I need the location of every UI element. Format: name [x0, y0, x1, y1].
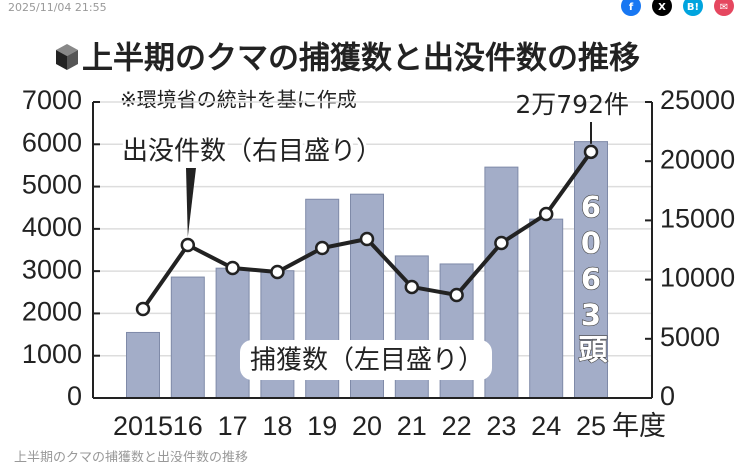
- x-tick-label: 22: [442, 411, 472, 441]
- x-tick-label: 24: [531, 411, 561, 441]
- label-box: [240, 340, 492, 380]
- line-marker: [404, 279, 420, 295]
- y-tick-label: 2000: [22, 297, 82, 327]
- y2-tick-label: 25000: [660, 85, 735, 115]
- y2-tick-label: 0: [660, 381, 675, 411]
- subtitle: ※環境省の統計を基に作成: [120, 88, 357, 112]
- bar-value-label: 6063頭: [574, 190, 608, 365]
- x-tick-label: 17: [218, 411, 248, 441]
- share-buttons: f X B! ✉: [621, 0, 734, 16]
- bar: [574, 141, 608, 399]
- share-button[interactable]: [714, 0, 734, 16]
- label-pointer: [186, 168, 196, 238]
- x-tick-label: 20: [352, 411, 382, 441]
- share-label[interactable]: ✉: [720, 2, 728, 13]
- x-tick-label: 23: [486, 411, 516, 441]
- y-tick-label: 6000: [22, 127, 82, 157]
- timestamp: 2025/11/04 21:55: [8, 1, 107, 14]
- y2-tick-label: 20000: [660, 144, 735, 174]
- line-marker: [225, 260, 240, 276]
- share-button[interactable]: [683, 0, 703, 16]
- cube-icon: [56, 44, 78, 70]
- x-axis-label: 年度: [612, 411, 666, 441]
- y-tick-label: 1000: [22, 339, 82, 369]
- y2-tick-label: 10000: [660, 263, 735, 293]
- bar: [529, 218, 564, 399]
- x-tick-label: 2015: [113, 411, 173, 441]
- y-tick-label: 7000: [22, 85, 82, 115]
- line-marker: [135, 301, 151, 317]
- x-tick-label: 19: [307, 411, 337, 441]
- bar: [126, 331, 160, 399]
- line-marker: [180, 237, 196, 253]
- x-tick-label: 25: [576, 411, 606, 441]
- bar: [215, 267, 250, 399]
- line-marker: [538, 206, 554, 222]
- line-marker: [359, 231, 375, 247]
- share-label[interactable]: f: [629, 2, 634, 13]
- series-label: 捕獲数（左目盛り）: [250, 346, 484, 376]
- line-marker: [494, 235, 509, 251]
- bar: [170, 276, 205, 399]
- plot: 0 1000 2000 3000 4000 5000 6000 7000 0 5000 10000 1…: [22, 85, 735, 441]
- series-label: 出没件数（右目盛り）: [122, 137, 382, 167]
- line-marker: [449, 287, 464, 303]
- share-label[interactable]: X: [658, 2, 666, 13]
- share-button[interactable]: [652, 0, 672, 16]
- share-label[interactable]: B!: [687, 2, 699, 13]
- y2-tick-label: 15000: [660, 204, 735, 234]
- x-tick-label: 18: [262, 411, 292, 441]
- x-tick-label: 16: [173, 411, 203, 441]
- y-tick-label: 5000: [22, 170, 82, 200]
- y-tick-label: 4000: [22, 212, 82, 242]
- y-tick-label: 0: [67, 381, 82, 411]
- chart-title: 上半期のクマの捕獲数と出没件数の推移: [82, 41, 640, 77]
- share-button[interactable]: [621, 0, 641, 16]
- caption: 上半期のクマの捕獲数と出没件数の推移: [14, 450, 248, 462]
- line-marker: [314, 240, 330, 256]
- x-tick-label: 21: [397, 411, 427, 441]
- y2-tick-label: 5000: [660, 322, 720, 352]
- line-value-label: 2万792件: [515, 90, 629, 119]
- line-marker: [270, 264, 285, 280]
- line-marker: [583, 144, 599, 160]
- y-tick-label: 3000: [22, 254, 82, 284]
